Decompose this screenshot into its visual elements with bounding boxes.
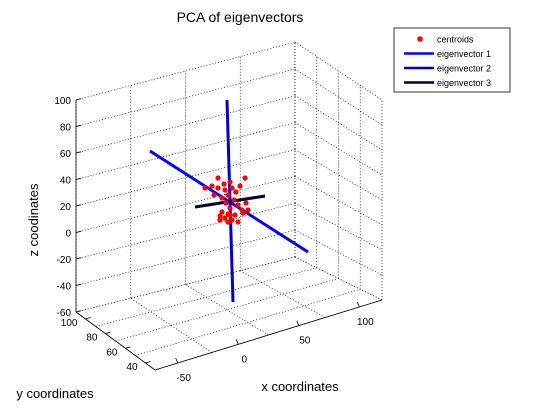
centroid-point (245, 207, 250, 212)
legend: centroids eigenvector 1 eigenvector 2 eigen… (394, 28, 510, 92)
centroid-point (229, 185, 234, 190)
y-tick-mark (85, 317, 90, 319)
centroid-point (227, 205, 232, 210)
z-tick-mark (76, 284, 81, 285)
z-tick-mark (76, 311, 81, 312)
centroid-point (227, 212, 232, 217)
centroid-point (225, 219, 230, 224)
y-tick-label: 40 (126, 362, 138, 373)
z-tick-mark (76, 205, 81, 206)
z-axis-label: z coodinates (26, 183, 41, 256)
z-tick-label: 20 (60, 202, 72, 213)
centroid-point (215, 175, 220, 180)
z-tick-mark (76, 125, 81, 126)
z-tick-mark (76, 152, 81, 153)
z-tick-label: 100 (54, 96, 71, 107)
y-tick-mark (146, 362, 151, 364)
centroid-point (231, 197, 236, 202)
y-tick-label: 60 (106, 347, 118, 358)
z-tick-label: 80 (60, 123, 72, 134)
x-tick-label: -50 (176, 373, 191, 384)
centroid-point (237, 183, 242, 188)
centroid-point (235, 219, 240, 224)
grid-line (186, 285, 269, 336)
z-tick-mark (76, 258, 81, 259)
grid-line (295, 150, 382, 201)
z-tick-label: 0 (65, 229, 71, 240)
x-tick-label: 50 (299, 336, 311, 347)
centroid-point (202, 185, 207, 190)
centroid-point (233, 189, 238, 194)
y-tick-label: 100 (61, 318, 78, 329)
centroid-point (221, 181, 226, 186)
centroid-point (232, 212, 237, 217)
centroid-point (219, 195, 224, 200)
centroid-point (217, 217, 222, 222)
x-tick-mark (176, 358, 178, 363)
legend-label: eigenvector 1 (437, 49, 491, 59)
z-tick-mark (76, 99, 81, 100)
z-tick-label: 40 (60, 176, 72, 187)
x-tick-mark (236, 339, 238, 344)
chart-title: PCA of eigenvectors (177, 9, 304, 25)
grid-line (76, 42, 295, 100)
centroid-point (215, 185, 220, 190)
x-tick-label: 0 (241, 354, 247, 365)
z-tick-mark (76, 178, 81, 179)
centroid-point (222, 187, 227, 192)
z-tick-label: -20 (57, 255, 72, 266)
x-tick-mark (297, 321, 299, 326)
y-axis-label: y coordinates (16, 386, 94, 401)
centroid-point (223, 200, 228, 205)
legend-marker (417, 36, 423, 42)
grid-line (76, 230, 295, 285)
centroid-point (240, 210, 245, 215)
y-tick-mark (105, 332, 110, 334)
grid-line (240, 271, 325, 318)
legend-label: eigenvector 3 (437, 78, 491, 88)
z-tick-label: 60 (60, 149, 72, 160)
y-tick-label: 80 (86, 333, 98, 344)
centroid-point (225, 192, 230, 197)
z-tick-mark (76, 231, 81, 232)
x-axis-label: x coordinates (261, 379, 339, 394)
legend-label: centroids (437, 35, 474, 45)
z-tick-label: -40 (57, 282, 72, 293)
centroid-point (242, 175, 247, 180)
x-axis-line (155, 300, 382, 370)
centroid-point (235, 202, 240, 207)
y-tick-mark (126, 347, 131, 349)
data-series (150, 100, 308, 302)
grid-line (295, 230, 382, 275)
centroid-point (209, 183, 214, 188)
centroid-point (227, 179, 232, 184)
x-tick-mark (357, 302, 359, 307)
x-tick-label: 100 (357, 317, 374, 328)
legend-label: eigenvector 2 (437, 64, 491, 74)
centroid-point (211, 192, 216, 197)
centroid-point (243, 200, 248, 205)
